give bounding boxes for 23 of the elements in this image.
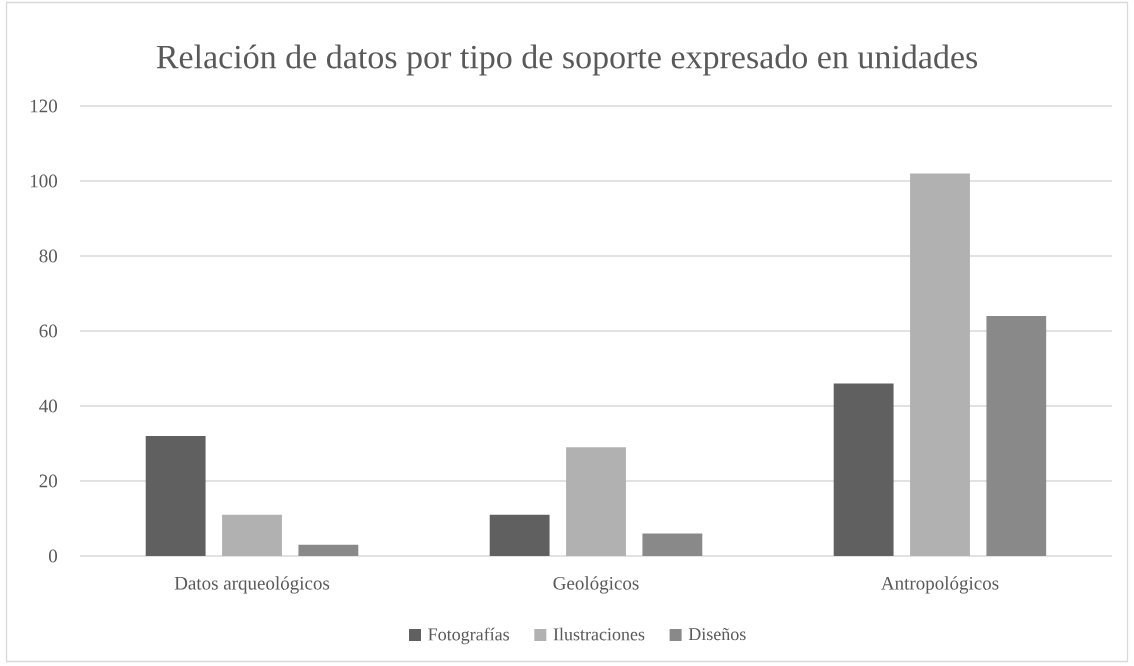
bar xyxy=(145,435,206,556)
bar xyxy=(833,383,894,556)
y-tick-label: 60 xyxy=(39,324,58,338)
bar xyxy=(222,514,282,556)
bar xyxy=(986,315,1047,556)
y-tick-label: 80 xyxy=(39,249,58,263)
legend-label: Diseños xyxy=(688,627,746,641)
y-tick-label: 120 xyxy=(30,99,58,113)
legend-label: Ilustraciones xyxy=(553,627,645,641)
x-tick-label: Geológicos xyxy=(553,576,639,594)
bar xyxy=(298,544,359,556)
x-tick-label: Antropológicos xyxy=(881,576,999,594)
y-tick-label: 0 xyxy=(48,549,58,563)
legend-label: Fotografías xyxy=(428,627,510,645)
bar xyxy=(910,173,970,556)
bar xyxy=(642,533,703,556)
y-tick-label: 100 xyxy=(30,174,58,188)
y-tick-label: 20 xyxy=(39,474,58,488)
x-tick-label: Datos arqueológicos xyxy=(174,576,330,594)
bar xyxy=(566,447,626,556)
bar xyxy=(489,514,550,556)
y-tick-label: 40 xyxy=(39,399,58,413)
chart-title: Relación de datos por tipo de soporte expresado en unidades xyxy=(156,44,978,76)
